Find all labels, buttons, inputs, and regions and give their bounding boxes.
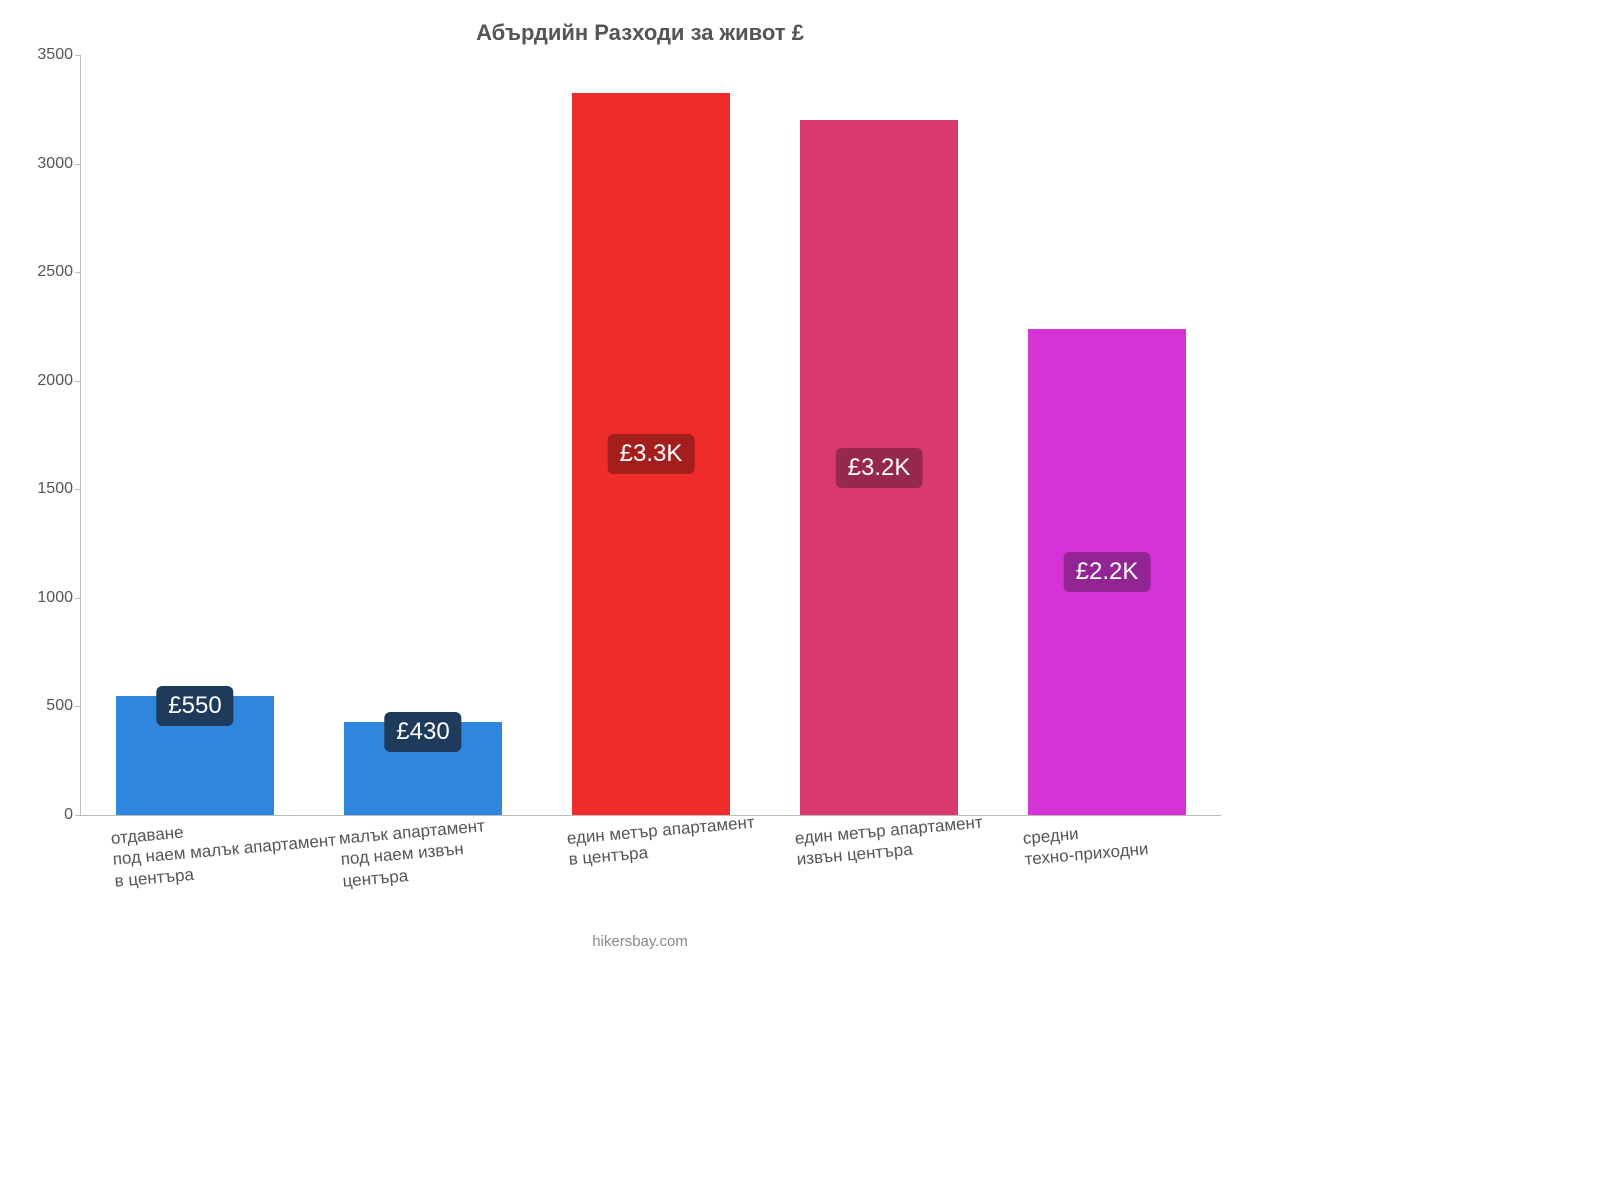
bars-container: £550 £430 £3.3K £3.2K £2.2K xyxy=(81,55,1221,815)
bar-value-badge: £3.3K xyxy=(608,434,695,474)
y-tick-label: 0 xyxy=(64,806,81,824)
bar-value-badge: £3.2K xyxy=(836,448,923,488)
y-tick-label: 3500 xyxy=(37,46,81,64)
bar-value-badge: £2.2K xyxy=(1064,552,1151,592)
y-tick-label: 2500 xyxy=(37,263,81,281)
y-tick-label: 500 xyxy=(46,697,81,715)
chart-footer: hikersbay.com xyxy=(0,933,1280,950)
x-axis-label: малък апартамент под наем извън центъра xyxy=(338,815,489,891)
y-tick-label: 2000 xyxy=(37,372,81,390)
y-tick-label: 1500 xyxy=(37,480,81,498)
plot-area: £550£430£3.3K£3.2K£2.2K 0500100015002000… xyxy=(80,55,1221,816)
x-axis-label: средни техно-приходни xyxy=(1022,817,1149,870)
y-tick-label: 3000 xyxy=(37,155,81,173)
bar-chart: Абърдийн Разходи за живот £ £550 £430 £3.3… xyxy=(0,0,1280,960)
chart-title: Абърдийн Разходи за живот £ xyxy=(0,20,1280,46)
x-axis-label: един метър апартамент в центъра xyxy=(566,812,757,871)
bar-value-badge: £430 xyxy=(384,712,461,752)
bar-value-badge: £550 xyxy=(156,686,233,726)
x-axis-label: отдаване под наем малък апартамент в цен… xyxy=(110,808,339,891)
y-tick-label: 1000 xyxy=(37,589,81,607)
x-axis-label: един метър апартамент извън центъра xyxy=(794,812,985,871)
